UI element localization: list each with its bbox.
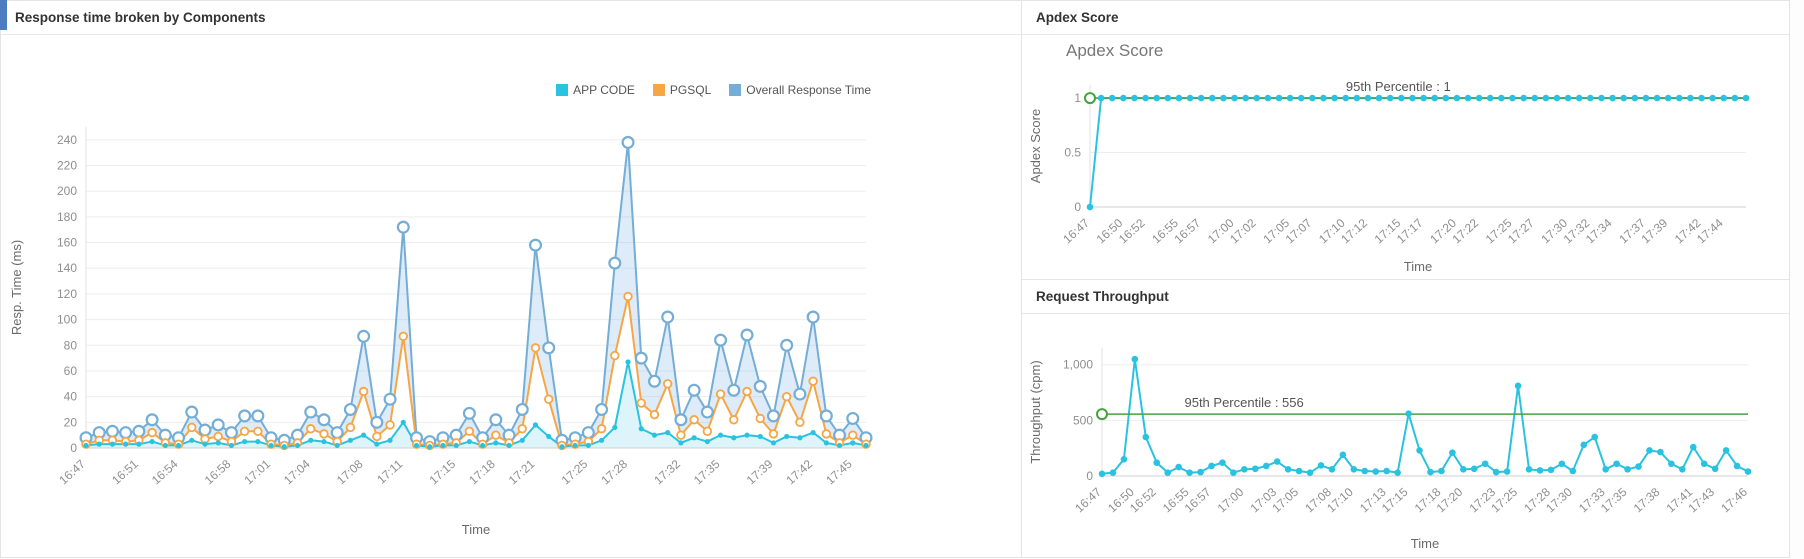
svg-text:80: 80 xyxy=(64,338,78,352)
svg-text:180: 180 xyxy=(57,210,77,224)
svg-text:200: 200 xyxy=(57,184,77,198)
svg-text:17:01: 17:01 xyxy=(241,457,273,488)
svg-text:16:57: 16:57 xyxy=(1172,216,1204,247)
svg-text:240: 240 xyxy=(57,133,77,147)
svg-text:17:04: 17:04 xyxy=(281,457,313,488)
svg-text:17:12: 17:12 xyxy=(1338,216,1370,247)
svg-text:17:11: 17:11 xyxy=(374,457,405,487)
legend-item-pgsql[interactable]: PGSQL xyxy=(652,83,712,97)
svg-text:100: 100 xyxy=(57,313,77,327)
svg-text:120: 120 xyxy=(57,287,77,301)
svg-text:16:54: 16:54 xyxy=(149,457,181,488)
svg-text:16:47: 16:47 xyxy=(1060,216,1092,247)
svg-text:17:46: 17:46 xyxy=(1718,485,1750,516)
svg-text:20: 20 xyxy=(64,415,78,429)
legend-item-app-code[interactable]: APP CODE xyxy=(556,83,635,97)
svg-text:0: 0 xyxy=(1074,200,1081,214)
svg-text:17:00: 17:00 xyxy=(1215,485,1247,516)
legend-swatch-pgsql-icon xyxy=(652,84,665,96)
svg-text:Time: Time xyxy=(1404,259,1432,274)
svg-text:16:47: 16:47 xyxy=(1072,485,1104,516)
legend-item-overall-response-time[interactable]: Overall Response Time xyxy=(729,83,871,97)
svg-text:17:35: 17:35 xyxy=(691,457,723,488)
legend-swatch-overall-icon xyxy=(729,84,742,96)
svg-text:500: 500 xyxy=(1073,413,1093,427)
svg-text:17:44: 17:44 xyxy=(1694,216,1726,247)
response-time-panel: Response time broken by Components APP C… xyxy=(0,0,1022,558)
svg-text:17:45: 17:45 xyxy=(823,457,855,488)
apdex-chart-area: Apdex Score 0 0.5 1 16:47 16:50 16:52 16:55 16:… xyxy=(1022,41,1789,282)
legend-label-app-code: APP CODE xyxy=(573,83,635,97)
svg-text:220: 220 xyxy=(57,159,77,173)
svg-text:17:30: 17:30 xyxy=(1543,485,1575,516)
svg-text:17:42: 17:42 xyxy=(783,457,815,488)
svg-text:16:52: 16:52 xyxy=(1116,216,1148,247)
apdex-panel: Apdex Score Apdex Score 0 0.5 1 16:47 16:50 1… xyxy=(1022,0,1790,280)
svg-text:17:34: 17:34 xyxy=(1583,216,1615,247)
svg-text:17:05: 17:05 xyxy=(1269,485,1301,516)
svg-text:0: 0 xyxy=(70,441,77,455)
svg-text:17:22: 17:22 xyxy=(1449,216,1481,247)
response-chart-area: APP CODE PGSQL Overall Response Time 0 20… xyxy=(1,35,1021,545)
nav-edge-accent xyxy=(0,0,7,30)
svg-text:17:18: 17:18 xyxy=(466,457,498,488)
svg-text:Apdex Score: Apdex Score xyxy=(1028,109,1043,183)
svg-text:0: 0 xyxy=(1086,469,1093,483)
svg-text:16:52: 16:52 xyxy=(1127,485,1159,516)
svg-text:Time: Time xyxy=(462,522,490,537)
svg-text:17:21: 17:21 xyxy=(506,457,538,488)
throughput-chart-area: 0 500 1,000 16:47 16:50 16:52 16:55 16:57 17:00 1… xyxy=(1022,314,1789,559)
legend-label-pgsql: PGSQL xyxy=(669,83,712,97)
svg-text:16:58: 16:58 xyxy=(202,457,234,488)
svg-text:Throughput (cpm): Throughput (cpm) xyxy=(1028,360,1043,463)
svg-text:16:57: 16:57 xyxy=(1182,485,1214,516)
svg-text:17:38: 17:38 xyxy=(1631,485,1663,516)
throughput-panel-title: Request Throughput xyxy=(1022,280,1789,314)
response-time-chart[interactable]: 0 20 40 60 80 100 120 140 160 180 200 220 240 16:47 16… xyxy=(1,35,1011,540)
svg-text:95th Percentile : 556: 95th Percentile : 556 xyxy=(1184,395,1303,410)
svg-text:0.5: 0.5 xyxy=(1064,146,1081,160)
apdex-panel-title: Apdex Score xyxy=(1022,1,1789,35)
svg-text:17:32: 17:32 xyxy=(651,457,683,488)
right-column: Apdex Score Apdex Score 0 0.5 1 16:47 16:50 1… xyxy=(1022,0,1790,558)
legend-swatch-app-code-icon xyxy=(556,84,569,96)
chart-legend: APP CODE PGSQL Overall Response Time xyxy=(556,83,871,97)
svg-text:17:25: 17:25 xyxy=(559,457,591,488)
svg-text:17:20: 17:20 xyxy=(1434,485,1466,516)
svg-text:17:08: 17:08 xyxy=(334,457,366,488)
svg-text:1: 1 xyxy=(1074,91,1081,105)
legend-label-overall: Overall Response Time xyxy=(746,83,871,97)
svg-text:17:15: 17:15 xyxy=(426,457,458,488)
svg-text:17:43: 17:43 xyxy=(1685,485,1717,516)
response-panel-title: Response time broken by Components xyxy=(1,1,1021,35)
page-gutter xyxy=(1790,0,1804,558)
apdex-chart-title: Apdex Score xyxy=(1066,41,1164,60)
svg-text:17:07: 17:07 xyxy=(1283,216,1315,247)
svg-text:17:35: 17:35 xyxy=(1598,485,1630,516)
svg-text:17:39: 17:39 xyxy=(1638,216,1670,247)
svg-text:17:17: 17:17 xyxy=(1394,216,1426,247)
svg-text:17:25: 17:25 xyxy=(1488,485,1520,516)
svg-text:140: 140 xyxy=(57,261,77,275)
svg-text:17:27: 17:27 xyxy=(1505,216,1537,247)
svg-text:95th Percentile : 1: 95th Percentile : 1 xyxy=(1346,79,1451,94)
svg-text:40: 40 xyxy=(64,390,78,404)
svg-text:1,000: 1,000 xyxy=(1063,358,1093,372)
svg-text:17:15: 17:15 xyxy=(1379,485,1411,516)
svg-text:17:02: 17:02 xyxy=(1227,216,1259,247)
svg-text:Resp. Time (ms): Resp. Time (ms) xyxy=(9,240,24,335)
svg-text:16:51: 16:51 xyxy=(109,457,141,488)
svg-text:160: 160 xyxy=(57,236,77,250)
svg-text:Time: Time xyxy=(1411,536,1439,551)
svg-text:60: 60 xyxy=(64,364,78,378)
throughput-panel: Request Throughput 0 500 1,000 16:47 16:50 16… xyxy=(1022,280,1790,558)
svg-text:17:39: 17:39 xyxy=(744,457,776,488)
svg-text:16:47: 16:47 xyxy=(56,457,88,488)
svg-text:17:28: 17:28 xyxy=(598,457,630,488)
svg-text:17:10: 17:10 xyxy=(1324,485,1356,516)
